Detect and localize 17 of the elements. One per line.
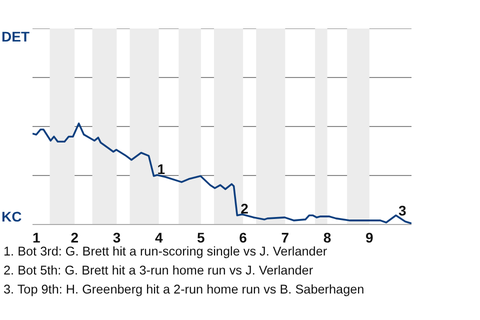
x-tick-label: 7: [281, 230, 290, 246]
text: KC: [2, 208, 22, 224]
text: 3. Top 9th: H. Greenberg hit a 2-run home run vs B. Saberhagen: [4, 282, 364, 296]
annotation: 1: [157, 161, 166, 178]
annotation: 3: [398, 202, 406, 218]
x-tick-label: 8: [323, 230, 332, 246]
x-tick-label: 4: [154, 230, 163, 246]
text: DET: [2, 28, 30, 44]
x-tick-label: 9: [365, 230, 374, 246]
text: 2. Bot 5th: G. Brett hit a 3-run home run vs J. Verlander: [4, 264, 314, 278]
x-tick-label: 5: [197, 230, 206, 246]
x-tick-label: 1: [32, 230, 40, 246]
x-tick-label: 3: [112, 230, 121, 246]
annotation: 2: [240, 200, 249, 216]
x-tick-label: 2: [70, 230, 79, 246]
text: 1. Bot 3rd: G. Brett hit a run-scoring single vs J. Verlander: [4, 244, 328, 258]
x-tick-label: 6: [239, 230, 248, 246]
